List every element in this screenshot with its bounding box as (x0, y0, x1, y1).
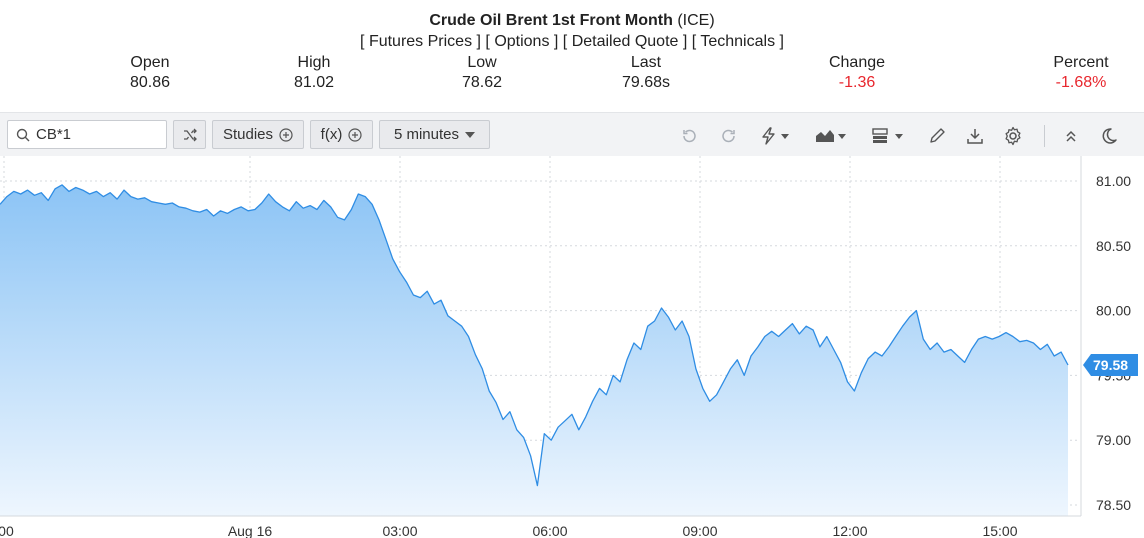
redo-button[interactable] (718, 125, 740, 147)
x-tick-label: 12:00 (832, 523, 867, 538)
gear-icon (1005, 126, 1021, 146)
stat-value: -1.36 (838, 74, 876, 91)
search-icon (16, 128, 30, 141)
collapse-icon (1066, 130, 1076, 142)
x-tick-label: 06:00 (532, 523, 567, 538)
stat-label: Last (630, 54, 662, 71)
chart-type-button[interactable] (814, 125, 850, 147)
redo-icon (722, 129, 735, 143)
functions-label: f(x) (320, 126, 343, 143)
collapse-button[interactable] (1060, 125, 1082, 147)
studies-label: Studies (222, 126, 274, 143)
last-price-badge (1083, 354, 1138, 377)
stat-label: Percent (1053, 54, 1109, 71)
last-price-marker: 79.58 (1083, 354, 1138, 377)
stat-label: Low (467, 54, 497, 71)
link-detailed-quote[interactable]: Detailed Quote (571, 33, 679, 50)
compare-button[interactable] (173, 120, 206, 149)
last-price-label: 79.58 (1093, 357, 1128, 373)
undo-button[interactable] (678, 125, 700, 147)
quote-links: [ Futures Prices ] [ Options ] [ Detaile… (360, 33, 784, 50)
stat-label: High (297, 54, 331, 71)
x-axis: :00 Aug 16 03:00 06:00 09:00 12:00 15:00 (0, 515, 1081, 538)
undo-icon (683, 129, 696, 143)
draw-button[interactable] (926, 125, 948, 147)
exchange-label: (ICE) (672, 12, 715, 29)
price-line (0, 184, 1069, 487)
toolbar-divider (1044, 125, 1045, 147)
plus-circle-icon (348, 127, 362, 142)
instrument-title: Crude Oil Brent 1st Front Month (ICE) (0, 12, 1144, 30)
stat-open: Open 80.86 (110, 53, 190, 93)
y-tick-label: 78.50 (1096, 497, 1131, 513)
stat-value: 81.02 (293, 74, 335, 91)
y-tick-label: 80.00 (1096, 303, 1131, 319)
link-options[interactable]: Options (494, 33, 550, 50)
stat-last: Last 79.68s (606, 53, 686, 93)
x-tick-label: 09:00 (682, 523, 717, 538)
stat-change: Change -1.36 (812, 53, 902, 93)
stat-value: 79.68s (621, 74, 671, 91)
layout-menu-button[interactable] (870, 125, 908, 147)
stat-label: Open (130, 54, 170, 71)
lightning-icon (762, 127, 789, 145)
stat-percent: Percent -1.68% (1036, 53, 1126, 93)
y-tick-label: 81.00 (1096, 173, 1131, 189)
interval-select[interactable]: 5 minutes (379, 120, 490, 149)
moon-icon (1102, 128, 1117, 144)
stat-low: Low 78.62 (442, 53, 522, 93)
download-button[interactable] (964, 125, 986, 147)
x-tick-label: 15:00 (982, 523, 1017, 538)
x-tick-label: 03:00 (382, 523, 417, 538)
instrument-name: Crude Oil Brent 1st Front Month (429, 12, 673, 29)
area-chart-icon (816, 130, 846, 142)
dark-mode-button[interactable] (1098, 125, 1120, 147)
stat-value: -1.68% (1055, 74, 1107, 91)
x-tick-label: :00 (0, 523, 14, 538)
interval-value: 5 minutes (393, 126, 460, 143)
stat-value: 78.62 (461, 74, 503, 91)
shuffle-icon (183, 128, 197, 141)
download-icon (967, 129, 983, 144)
link-technicals[interactable]: Technicals (700, 33, 776, 50)
x-tick-label: Aug 16 (228, 523, 273, 538)
chart-toolbar: CB*1 Studies f(x) 5 minutes (0, 112, 1144, 156)
events-menu-button[interactable] (758, 125, 792, 147)
stat-value: 80.86 (129, 74, 171, 91)
functions-button[interactable]: f(x) (310, 120, 373, 149)
y-tick-label: 79.00 (1096, 432, 1131, 448)
caret-down-icon (465, 131, 476, 138)
symbol-search-value: CB*1 (36, 126, 72, 143)
symbol-search-input[interactable]: CB*1 (7, 120, 167, 149)
pencil-icon (930, 128, 945, 143)
settings-button[interactable] (1002, 125, 1024, 147)
y-tick-label: 80.50 (1096, 238, 1131, 254)
plus-circle-icon (279, 127, 293, 142)
studies-button[interactable]: Studies (212, 120, 304, 149)
price-area-fill (0, 184, 1068, 516)
bar-type-icon (872, 128, 903, 143)
link-futures-prices[interactable]: Futures Prices (368, 33, 473, 50)
stat-high: High 81.02 (274, 53, 354, 93)
stat-label: Change (828, 54, 886, 71)
